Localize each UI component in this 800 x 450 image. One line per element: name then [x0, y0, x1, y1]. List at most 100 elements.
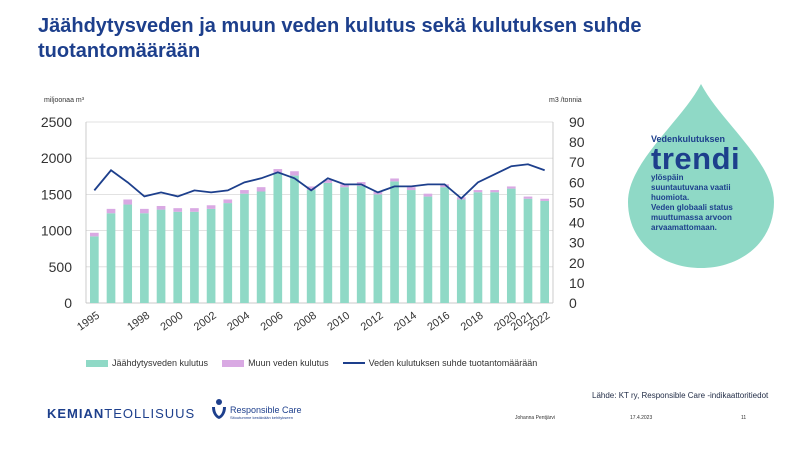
x-axis-tick-label: 2006: [259, 310, 286, 334]
right-axis-tick-label: 20: [569, 255, 585, 271]
bar-other-water: [90, 232, 99, 237]
bar-cooling-water: [540, 200, 549, 303]
line-consumption-ratio: [93, 163, 545, 200]
bar-cooling-water: [406, 190, 416, 303]
bar-cooling-water: [340, 187, 349, 303]
bar-cooling-water: [456, 199, 466, 303]
legend-label-other: Muun veden kulutus: [248, 358, 329, 368]
right-axis-tick-label: 40: [569, 215, 585, 231]
bar-other-water: [323, 179, 333, 183]
bar-other-water: [306, 186, 316, 191]
logo-light-part: TEOLLISUUS: [104, 406, 196, 421]
bar-cooling-water: [223, 203, 233, 303]
left-axis-tick-label: 1500: [41, 186, 72, 202]
bar-other-water: [190, 208, 199, 212]
legend-label-cooling: Jäähdytysveden kulutus: [112, 358, 209, 368]
right-axis-tick-label: 30: [569, 235, 585, 251]
right-axis-tick-label: 60: [569, 174, 585, 190]
right-axis-tick-label: 70: [569, 154, 585, 170]
bar-other-water: [223, 199, 233, 204]
x-axis-tick-label: 2004: [225, 310, 252, 334]
bar-other-water: [506, 186, 516, 189]
legend-item-other: Muun veden kulutus: [222, 358, 329, 368]
footer-date: 17.4.2023: [630, 415, 653, 421]
bar-cooling-water: [390, 181, 399, 303]
bar-cooling-water: [323, 182, 333, 303]
bar-cooling-water: [190, 211, 199, 303]
bar-other-water: [106, 208, 116, 214]
legend-swatch-cooling: [86, 359, 108, 367]
bar-cooling-water: [90, 236, 99, 303]
source-note: Lähde: KT ry, Responsible Care -indikaat…: [592, 391, 769, 400]
callout-line: muuttumassa arvoon: [651, 213, 732, 222]
x-axis-tick-label: 2014: [392, 310, 419, 334]
legend-item-cooling: Jäähdytysveden kulutus: [86, 358, 208, 368]
bar-cooling-water: [106, 213, 116, 303]
responsible-care-subtitle: Sitoutumme kestävään kehitykseen: [230, 415, 293, 420]
bar-other-water: [523, 196, 533, 199]
x-axis-tick-label: 2002: [192, 310, 219, 334]
bar-other-water: [440, 184, 449, 188]
bar-other-water: [140, 208, 149, 214]
logo-bold-part: KEMIAN: [47, 406, 105, 421]
bar-other-water: [240, 190, 249, 194]
trend-callout: Vedenkulutuksen trendi ylöspäin suuntaut…: [651, 134, 771, 233]
bar-cooling-water: [473, 192, 483, 303]
callout-line: ylöspäin: [651, 173, 684, 182]
bar-other-water: [540, 198, 549, 201]
bar-other-water: [406, 187, 416, 191]
bar-other-water: [123, 199, 133, 205]
bar-other-water: [173, 208, 183, 212]
bar-cooling-water: [240, 193, 249, 303]
bar-cooling-water: [290, 175, 299, 303]
right-axis-tick-label: 10: [569, 275, 585, 291]
bar-other-water: [156, 205, 166, 210]
bar-cooling-water: [373, 194, 383, 303]
right-axis-tick-label: 80: [569, 134, 585, 150]
bar-cooling-water: [123, 204, 133, 303]
right-axis-unit-label: m3 /tonnia: [549, 97, 582, 104]
callout-line: Veden globaali status: [651, 203, 733, 212]
right-axis-tick-label: 90: [569, 114, 585, 130]
bar-other-water: [273, 169, 283, 173]
x-axis-tick-label: 2010: [325, 310, 352, 334]
bar-cooling-water: [423, 196, 433, 303]
legend-line-ratio: [342, 362, 365, 364]
slide-title: Jäähdytysveden ja muun veden kulutus sek…: [38, 15, 642, 62]
bar-cooling-water: [140, 213, 149, 303]
responsible-care-hands-icon: [212, 399, 226, 419]
responsible-care-title: Responsible Care: [230, 405, 302, 415]
x-axis-tick-label: 2000: [159, 310, 186, 334]
bar-cooling-water: [356, 185, 366, 303]
left-axis-tick-label: 0: [64, 295, 72, 311]
bar-other-water: [206, 205, 216, 209]
x-axis-tick-label: 2008: [292, 310, 319, 334]
bar-other-water: [340, 184, 349, 188]
bar-cooling-water: [156, 209, 166, 303]
bar-cooling-water: [256, 191, 266, 303]
bar-other-water: [490, 190, 499, 193]
x-axis-tick-label: 1998: [125, 310, 152, 334]
right-axis-tick-label: 50: [569, 194, 585, 210]
bar-other-water: [290, 171, 299, 176]
callout-line: huomiota.: [651, 193, 690, 202]
left-axis-tick-label: 2000: [41, 150, 72, 166]
legend-label-ratio: Veden kulutuksen suhde tuotantomäärään: [368, 358, 538, 368]
left-axis-tick-label: 500: [49, 259, 73, 275]
bar-cooling-water: [306, 190, 316, 303]
bar-other-water: [256, 187, 266, 192]
bar-cooling-water: [206, 208, 216, 303]
footer-author: Johanna Pentjärvi: [515, 415, 556, 421]
left-axis-unit-label: miljoonaa m³: [44, 97, 85, 104]
x-axis-tick-label: 1995: [75, 310, 102, 334]
right-axis-tick-label: 0: [569, 295, 577, 311]
bar-cooling-water: [490, 192, 499, 303]
x-axis-tick-label: 2018: [459, 310, 486, 334]
x-axis-tick-label: 2012: [359, 310, 386, 334]
legend-item-ratio: Veden kulutuksen suhde tuotantomäärään: [342, 358, 538, 368]
legend-swatch-other: [222, 359, 245, 367]
bar-cooling-water: [506, 188, 516, 303]
callout-big-word: trendi: [651, 141, 741, 176]
chart-legend: Jäähdytysveden kulutus Muun veden kulutu…: [86, 357, 551, 369]
